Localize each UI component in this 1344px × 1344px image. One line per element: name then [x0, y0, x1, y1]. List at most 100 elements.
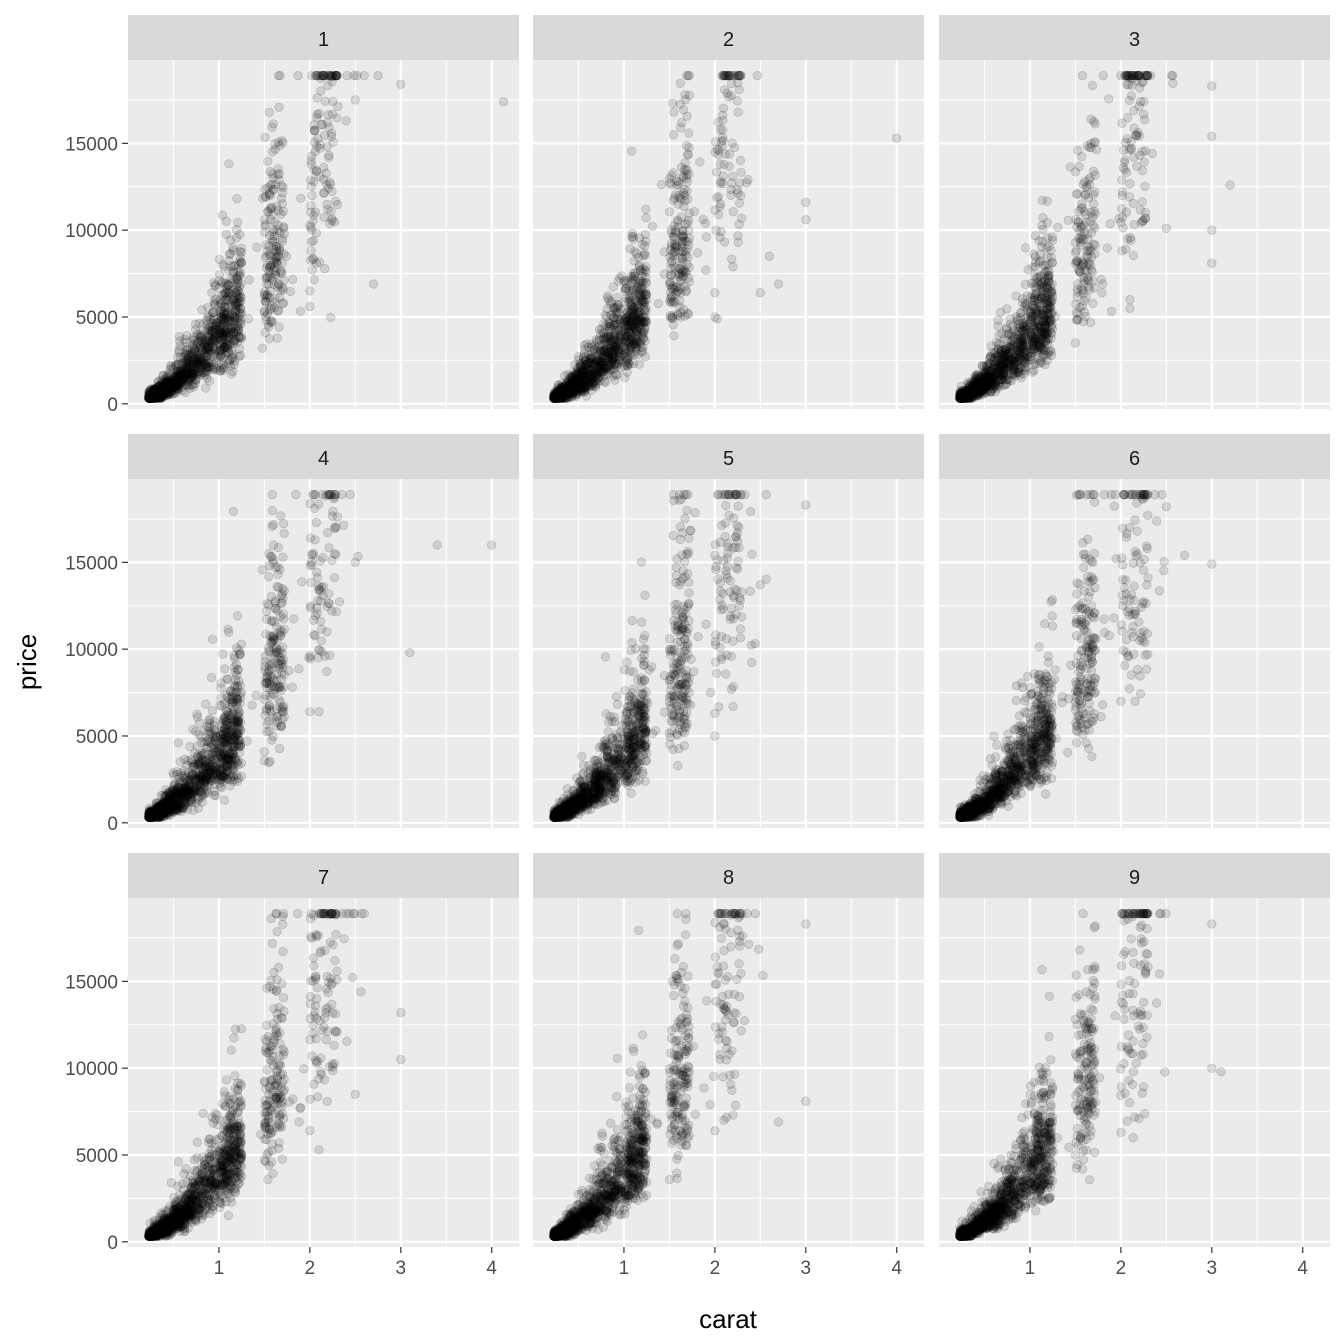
data-point	[157, 386, 167, 396]
data-point	[1042, 329, 1052, 339]
data-point	[656, 180, 667, 190]
data-point	[1027, 336, 1038, 347]
data-point	[1119, 145, 1129, 155]
data-point	[315, 171, 325, 182]
data-point	[1011, 291, 1021, 301]
data-point	[288, 274, 298, 285]
data-point	[634, 359, 645, 369]
facet-panel-1: 1	[128, 15, 519, 409]
data-point	[175, 341, 185, 351]
data-point	[1103, 94, 1114, 104]
data-point	[368, 279, 379, 289]
data-point	[320, 130, 330, 140]
data-point	[614, 326, 624, 336]
data-point	[152, 391, 162, 401]
data-point	[1053, 222, 1063, 232]
data-point	[1035, 276, 1046, 287]
data-point	[262, 279, 272, 289]
data-point	[586, 342, 597, 352]
data-point	[1207, 131, 1217, 141]
data-point	[158, 391, 168, 401]
data-point	[620, 352, 631, 362]
data-point	[350, 95, 360, 105]
data-point	[221, 342, 231, 352]
data-point	[214, 254, 224, 264]
data-point	[235, 350, 246, 361]
data-point	[713, 192, 724, 202]
data-point	[998, 367, 1008, 377]
data-point	[190, 361, 200, 371]
data-point	[680, 311, 690, 321]
data-point	[1120, 137, 1130, 147]
data-point	[261, 192, 271, 202]
data-point	[1128, 250, 1138, 261]
data-point	[279, 528, 289, 539]
data-point	[585, 353, 596, 363]
data-point	[271, 266, 281, 277]
data-point	[623, 327, 633, 337]
data-point	[260, 227, 270, 237]
data-point	[605, 360, 616, 370]
data-point	[628, 232, 638, 242]
data-point	[159, 381, 169, 391]
data-point	[991, 382, 1001, 392]
data-point	[257, 343, 268, 353]
data-point	[1082, 229, 1092, 239]
data-point	[1114, 214, 1124, 224]
data-point	[293, 70, 303, 81]
data-point	[236, 258, 246, 268]
data-point	[684, 90, 694, 100]
data-point	[1088, 298, 1098, 308]
data-point	[666, 179, 676, 190]
data-point	[174, 375, 185, 385]
data-point	[309, 275, 319, 285]
data-point	[1097, 288, 1107, 298]
data-point	[228, 316, 238, 326]
data-point	[735, 178, 745, 188]
data-point	[264, 107, 275, 117]
data-point	[678, 226, 688, 236]
data-point	[1225, 180, 1235, 190]
data-point	[309, 126, 319, 136]
data-point	[236, 292, 246, 303]
data-point	[266, 316, 276, 326]
data-point	[1073, 145, 1083, 155]
data-point	[599, 340, 609, 350]
data-point	[801, 215, 811, 225]
data-point	[990, 359, 1001, 370]
data-point	[615, 273, 625, 283]
data-point	[342, 70, 352, 81]
data-point	[144, 391, 154, 401]
data-point	[232, 300, 242, 310]
facet-panel-3: 3	[939, 15, 1330, 409]
data-point	[144, 393, 154, 403]
data-point	[196, 360, 206, 370]
data-point	[755, 288, 765, 298]
data-point	[1124, 95, 1134, 106]
data-point	[556, 382, 567, 392]
data-point	[305, 220, 315, 230]
data-point	[1072, 292, 1082, 302]
data-point	[801, 197, 811, 207]
data-point	[634, 279, 645, 289]
data-point	[605, 321, 616, 332]
data-point	[1077, 70, 1088, 81]
data-point	[728, 262, 738, 272]
data-point	[620, 372, 630, 383]
data-point	[168, 382, 178, 392]
data-point	[641, 262, 651, 272]
data-point	[683, 70, 693, 81]
data-point	[971, 391, 982, 401]
data-point	[641, 236, 651, 246]
data-point	[717, 70, 727, 81]
data-point	[230, 316, 240, 326]
data-point	[733, 107, 743, 117]
data-point	[668, 130, 679, 140]
data-point	[217, 210, 227, 220]
data-point	[689, 207, 700, 217]
data-point	[575, 378, 585, 389]
data-point	[1065, 162, 1075, 172]
data-point	[961, 390, 971, 400]
data-point	[154, 387, 164, 397]
data-point	[669, 107, 679, 117]
